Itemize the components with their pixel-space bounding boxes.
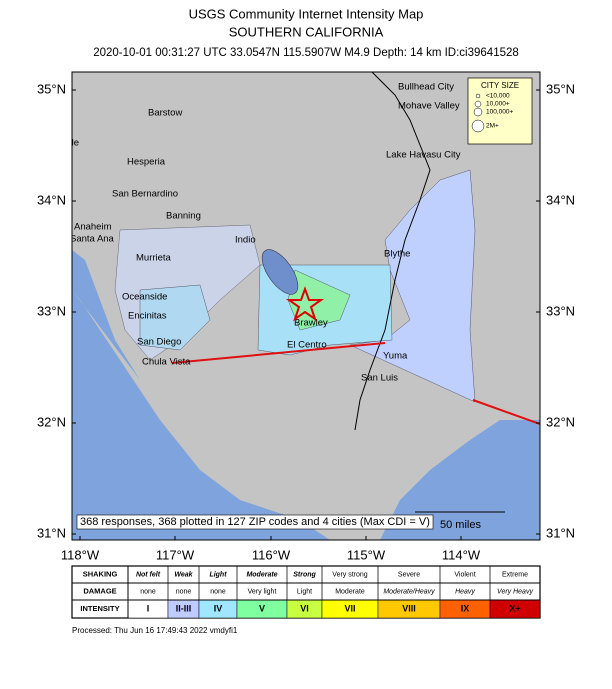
intensity-label: V	[259, 603, 265, 613]
region: SOUTHERN CALIFORNIA	[229, 24, 384, 39]
event-info: 2020-10-01 00:31:27 UTC 33.0547N 115.590…	[93, 47, 519, 59]
city-label: Bullhead City	[398, 82, 454, 93]
lat-label: 34°N	[37, 192, 66, 207]
salton-sea	[261, 249, 299, 295]
fault-line	[171, 342, 386, 364]
processed: Processed: Thu Jun 16 17:49:43 2022 vmdy…	[72, 626, 238, 635]
lon-label: 116°W	[252, 547, 291, 562]
row-label: DAMAGE	[83, 586, 116, 595]
lon-label: 117°W	[156, 547, 195, 562]
city-label: Brawley	[294, 318, 328, 329]
row-label: INTENSITY	[80, 604, 119, 613]
lat-label: 35°N	[37, 81, 66, 96]
lon-label: 114°W	[442, 547, 481, 562]
lon-label: 115°W	[347, 547, 386, 562]
size-symbol	[473, 107, 483, 117]
scale-label: 50 miles	[440, 519, 481, 531]
row-label: SHAKING	[83, 569, 118, 578]
shaking-label: Violent	[454, 571, 475, 578]
damage-label: Very light	[248, 588, 277, 595]
city-label: Anaheim	[74, 222, 112, 233]
shaking-label: Weak	[174, 571, 193, 578]
damage-label: Moderate/Heavy	[383, 588, 435, 595]
city-label: Encinitas	[128, 311, 167, 322]
city-size-title: CITY SIZE	[481, 81, 519, 90]
map-frame	[71, 71, 541, 541]
size-label: 10,000+	[486, 101, 510, 108]
shaking-label: Extreme	[502, 571, 528, 578]
lat-label: 34°N	[546, 192, 575, 207]
city-label: San Bernardino	[112, 189, 178, 200]
shaking-label: Not felt	[136, 571, 161, 578]
shaking-label: Severe	[398, 571, 420, 578]
lat-label: 31°N	[546, 525, 575, 540]
city-label: Barstow	[148, 108, 182, 119]
intensity-label: IX	[461, 603, 470, 613]
lon-label: 118°W	[61, 547, 100, 562]
epicenter	[285, 286, 325, 322]
intensity-label: X+	[509, 603, 520, 613]
city-label: El Centro	[287, 340, 327, 351]
title: USGS Community Internet Intensity Map	[189, 6, 424, 21]
damage-label: Very Heavy	[497, 588, 533, 595]
size-symbol	[475, 93, 481, 99]
size-label: 2M+	[486, 123, 499, 130]
intensity-label: VII	[344, 603, 355, 613]
size-symbol	[471, 119, 485, 133]
note: 368 responses, 368 plotted in 127 ZIP co…	[80, 516, 430, 528]
damage-label: Moderate	[335, 588, 365, 595]
damage-label: Light	[297, 588, 312, 595]
city-label: Mohave Valley	[398, 101, 460, 112]
note-box	[76, 514, 434, 530]
shaking-label: Strong	[293, 571, 316, 578]
damage-label: none	[140, 588, 156, 595]
city-label: Chula Vista	[142, 357, 191, 368]
size-label: <10,000	[486, 93, 510, 100]
gulf	[380, 420, 540, 540]
city-label: Palmdale	[39, 138, 79, 149]
shaking-label: Light	[209, 571, 227, 578]
city-label: Murrieta	[136, 253, 172, 264]
lat-label: 31°N	[37, 525, 66, 540]
lat-label: 35°N	[546, 81, 575, 96]
ocean	[72, 250, 330, 540]
city-label: Indio	[235, 235, 256, 246]
city-size-legend: CITY SIZE <10,000 10,000+ 100,000+ 2M+	[467, 77, 533, 145]
intensity-label: IV	[214, 603, 223, 613]
size-symbol	[474, 100, 482, 108]
intensity-label: VI	[300, 603, 309, 613]
intensity-label: II-III	[176, 603, 192, 613]
lat-label: 32°N	[37, 414, 66, 429]
intensity-label: I	[147, 603, 150, 613]
city-label: Banning	[166, 211, 201, 222]
lat-label: 32°N	[546, 414, 575, 429]
city-label: San Luis	[361, 373, 398, 384]
damage-label: none	[210, 588, 226, 595]
fault-line	[472, 399, 540, 425]
city-label: Santa Ana	[70, 234, 115, 245]
shaking-label: Moderate	[246, 571, 277, 578]
lat-label: 33°N	[546, 303, 575, 318]
lat-label: 33°N	[37, 303, 66, 318]
damage-label: Heavy	[455, 588, 475, 595]
map-area: Bullhead City Mohave Valley Barstow Lake Ha…	[39, 72, 540, 540]
river	[354, 72, 431, 431]
size-label: 100,000+	[486, 109, 513, 116]
shaking-label: Very strong	[332, 571, 368, 578]
city-label: Oceanside	[122, 292, 167, 303]
intensity-label: VIII	[402, 603, 416, 613]
city-label: Hesperia	[127, 157, 166, 168]
city-label: San Diego	[137, 337, 181, 348]
zip-area	[139, 284, 211, 351]
damage-label: none	[176, 588, 192, 595]
city-label: Lake Havasu City	[386, 150, 461, 161]
city-label: Blythe	[384, 249, 410, 260]
city-label: Yuma	[383, 351, 408, 362]
